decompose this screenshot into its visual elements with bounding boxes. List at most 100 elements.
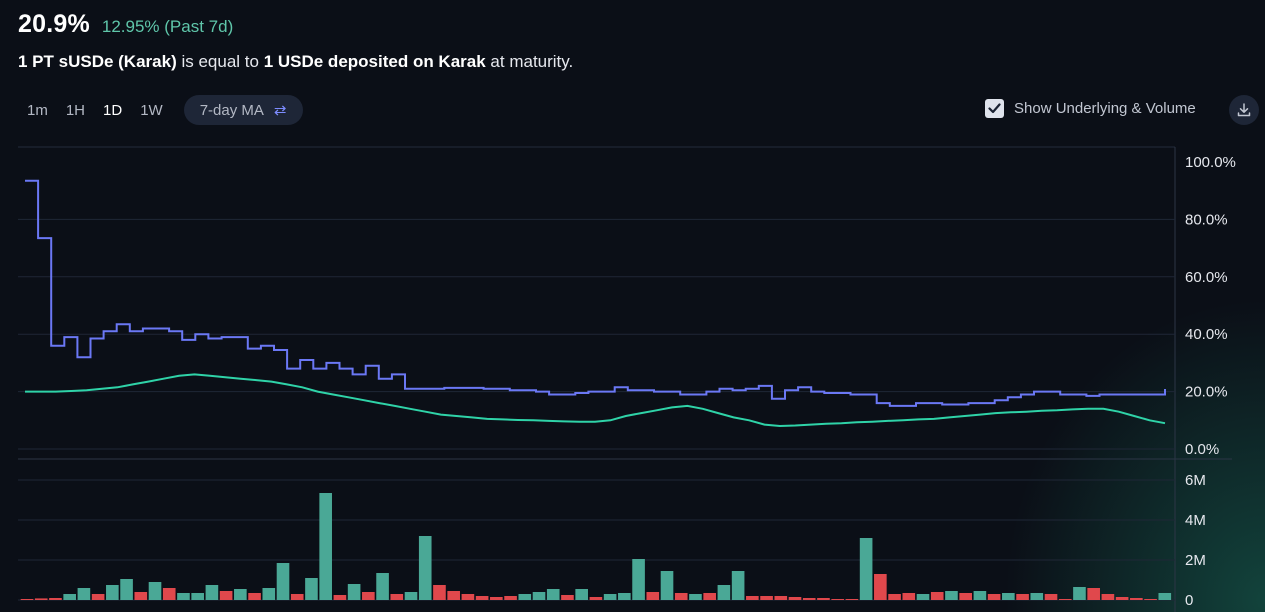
volume-axis-tick: 2M xyxy=(1185,552,1206,569)
volume-bar xyxy=(760,596,773,600)
show-underlying-volume-toggle[interactable]: Show Underlying & Volume xyxy=(985,99,1196,118)
volume-bar xyxy=(788,597,802,600)
volume-bar xyxy=(390,594,404,600)
volume-bar xyxy=(575,589,588,600)
volume-bar xyxy=(703,593,716,600)
volume-bar xyxy=(959,593,972,600)
download-icon xyxy=(1237,103,1251,117)
volume-bar xyxy=(660,571,674,600)
volume-bar xyxy=(632,559,645,600)
yield-axis-tick: 60.0% xyxy=(1185,269,1228,286)
volume-bar xyxy=(561,595,574,600)
volume-bar xyxy=(1115,597,1129,600)
volume-bar xyxy=(333,595,347,600)
volume-bar xyxy=(77,588,91,600)
underlying-deposit-name: 1 USDe deposited on Karak xyxy=(263,52,486,71)
volume-axis-tick: 4M xyxy=(1185,512,1206,529)
grid-lines xyxy=(18,146,1232,612)
desc-connector: is equal to xyxy=(176,52,264,71)
volume-bar xyxy=(987,594,1001,600)
moving-average-label: 7-day MA xyxy=(199,101,264,119)
volume-bar xyxy=(490,597,503,600)
volume-bar xyxy=(916,594,930,600)
volume-bar xyxy=(177,593,190,600)
volume-bar xyxy=(347,584,361,600)
volume-bar xyxy=(418,536,432,600)
timeframe-1d[interactable]: 1D xyxy=(103,101,123,119)
volume-bar xyxy=(945,591,958,600)
volume-bar xyxy=(859,538,873,600)
yield-axis-tick: 40.0% xyxy=(1185,326,1228,343)
implied-apy-line xyxy=(25,179,1166,407)
yield-lines xyxy=(25,179,1166,428)
volume-bar xyxy=(475,596,489,600)
volume-bar xyxy=(276,563,290,600)
volume-bar xyxy=(49,598,62,600)
volume-bar xyxy=(262,588,276,600)
yield-axis-tick: 100.0% xyxy=(1185,154,1236,171)
volume-bar xyxy=(518,594,532,600)
volume-bar xyxy=(717,585,731,600)
moving-average-toggle[interactable]: 7-day MA ⇄ xyxy=(183,95,303,125)
volume-bar xyxy=(290,594,304,600)
volume-bar xyxy=(731,571,745,600)
volume-bar xyxy=(689,594,702,600)
volume-bar xyxy=(205,585,219,600)
toggle-label: Show Underlying & Volume xyxy=(1014,100,1196,117)
checkbox-checked-icon[interactable] xyxy=(985,99,1004,118)
volume-bar xyxy=(1016,594,1029,600)
pt-token-name: 1 PT sUSDe (Karak) xyxy=(18,52,177,71)
volume-bar xyxy=(106,585,119,600)
yield-axis-tick: 20.0% xyxy=(1185,384,1228,401)
volume-bar xyxy=(603,594,617,600)
timeframe-1h[interactable]: 1H xyxy=(65,101,86,119)
volume-bar xyxy=(546,589,560,600)
volume-bar xyxy=(1002,593,1015,600)
volume-bar xyxy=(618,593,631,600)
volume-bar xyxy=(91,594,105,600)
volume-bar xyxy=(20,599,34,600)
volume-bar xyxy=(930,592,944,600)
volume-bar xyxy=(802,598,816,600)
timeframe-controls: 1m 1H 1D 1W 7-day MA ⇄ xyxy=(18,95,303,125)
volume-bar xyxy=(234,589,247,600)
timeframe-1m[interactable]: 1m xyxy=(27,101,48,119)
volume-axis-tick: 6M xyxy=(1185,472,1206,489)
volume-bar xyxy=(134,592,148,600)
download-button[interactable] xyxy=(1229,95,1259,125)
volume-bar xyxy=(433,585,446,600)
volume-bar xyxy=(774,596,788,600)
yield-axis-tick: 0.0% xyxy=(1185,441,1219,458)
volume-bar xyxy=(1058,599,1072,600)
current-implied-yield: 20.9% xyxy=(18,10,90,38)
volume-bar xyxy=(248,593,261,600)
volume-bar xyxy=(1087,588,1100,600)
swap-arrows-icon: ⇄ xyxy=(273,102,287,119)
volume-bar xyxy=(1073,587,1086,600)
volume-bar xyxy=(831,599,844,600)
volume-bars xyxy=(20,493,1172,600)
volume-bar xyxy=(376,573,389,600)
volume-bar xyxy=(219,591,233,600)
underlying-apy-line xyxy=(25,373,1166,428)
volume-bar xyxy=(1030,593,1044,600)
volume-bar xyxy=(1144,599,1157,600)
volume-bar xyxy=(34,598,48,600)
volume-bar xyxy=(902,593,916,600)
yield-axis-tick: 80.0% xyxy=(1185,211,1228,228)
volume-bar xyxy=(746,596,759,600)
volume-bar xyxy=(1158,593,1172,600)
timeframe-1w[interactable]: 1W xyxy=(140,101,163,119)
volume-bar xyxy=(817,598,830,600)
yield-change-7d: 12.95% (Past 7d) xyxy=(101,17,234,36)
volume-bar xyxy=(148,582,162,600)
volume-bar xyxy=(1044,594,1058,600)
volume-bar xyxy=(319,493,332,600)
volume-bar xyxy=(532,592,546,600)
volume-bar xyxy=(1130,598,1143,600)
axis-ticks: 100.0% 80.0% 60.0% 40.0% 20.0% 0.0% 6M 4M 2M 0 xyxy=(1185,154,1236,609)
volume-axis-tick: 0 xyxy=(1185,592,1193,609)
volume-bar xyxy=(874,574,887,600)
volume-bar xyxy=(447,591,460,600)
